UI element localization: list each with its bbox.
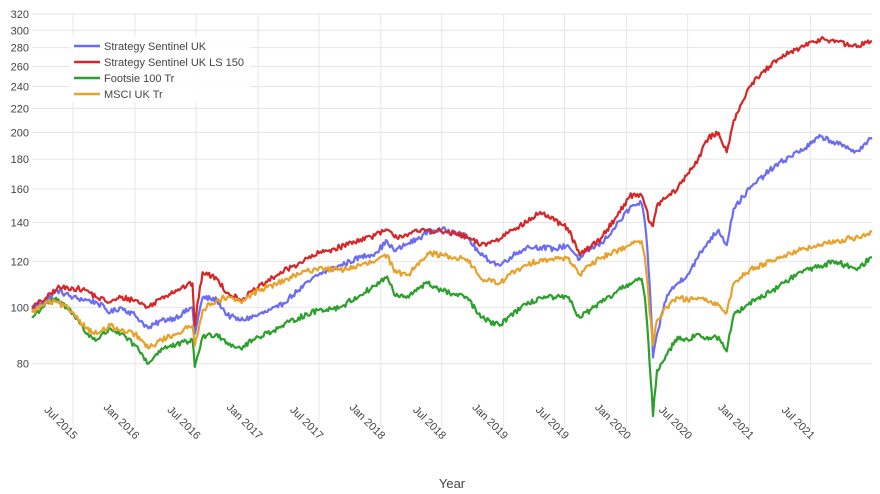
y-tick-label: 260 [11, 61, 29, 73]
y-tick-label: 300 [11, 25, 29, 37]
y-tick-label: 280 [11, 43, 29, 55]
y-tick-label: 160 [11, 184, 29, 196]
x-tick-label: Jul 2018 [410, 404, 448, 442]
x-axis-title: Year [439, 476, 466, 491]
y-tick-label: 320 [11, 9, 29, 21]
series-line-0 [31, 133, 873, 359]
legend-item[interactable]: Footsie 100 Tr [74, 73, 175, 85]
x-tick-label: Jul 2021 [779, 404, 817, 442]
x-tick-label: Jul 2017 [287, 404, 325, 442]
series-line-1 [31, 36, 873, 327]
x-tick-label: Jul 2020 [656, 404, 694, 442]
series-lines [31, 36, 873, 418]
x-axis-tick-labels: Jul 2015 Jan 2016 Jul 2016 Jan 2017 Jul 2017… [42, 402, 817, 442]
legend-label: MSCI UK Tr [104, 89, 163, 101]
y-tick-label: 180 [11, 154, 29, 166]
legend-label: Footsie 100 Tr [104, 73, 175, 85]
x-tick-label: Jul 2015 [42, 404, 80, 442]
y-tick-label: 120 [11, 256, 29, 268]
legend[interactable]: Strategy Sentinel UK Strategy Sentinel UK… [70, 36, 250, 102]
legend-item[interactable]: Strategy Sentinel UK LS 150 [74, 57, 244, 69]
y-tick-label: 80 [17, 359, 29, 371]
y-tick-label: 200 [11, 128, 29, 140]
x-tick-label: Jul 2019 [533, 404, 571, 442]
y-axis-tick-labels: 80 100 120 140 160 180 200 220 240 260 280 300 320 [11, 9, 29, 371]
series-line-2 [31, 256, 873, 418]
y-tick-label: 100 [11, 302, 29, 314]
y-tick-label: 140 [11, 218, 29, 230]
legend-item[interactable]: Strategy Sentinel UK [74, 41, 207, 53]
y-tick-label: 240 [11, 82, 29, 94]
series-line-3 [31, 230, 873, 350]
legend-label: Strategy Sentinel UK LS 150 [104, 57, 244, 69]
x-tick-label: Jul 2016 [165, 404, 203, 442]
legend-label: Strategy Sentinel UK [104, 41, 207, 53]
legend-item[interactable]: MSCI UK Tr [74, 89, 163, 101]
y-tick-label: 220 [11, 104, 29, 116]
